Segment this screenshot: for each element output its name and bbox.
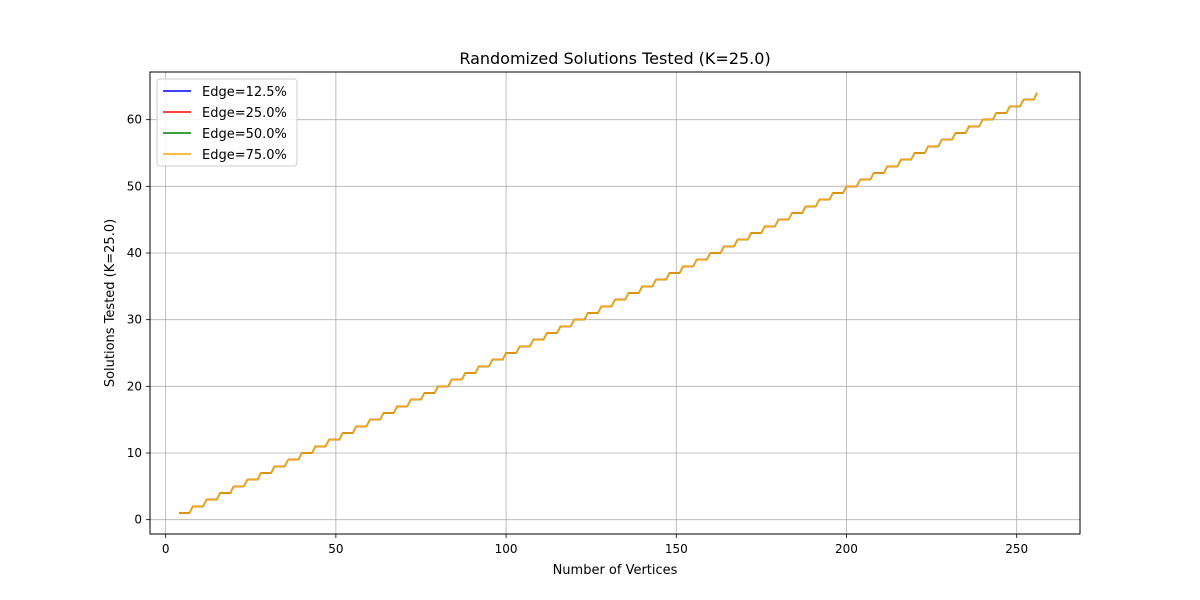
y-tick-label: 30: [127, 313, 142, 327]
plot-frame: [149, 71, 1081, 535]
chart-title: Randomized Solutions Tested (K=25.0): [459, 49, 770, 68]
series-lines: [179, 92, 1038, 514]
legend-box: [156, 78, 298, 167]
legend-label: Edge=25.0%: [202, 106, 287, 121]
y-tick-label: 10: [127, 446, 142, 460]
legend-label: Edge=12.5%: [202, 85, 287, 100]
x-tick-label: 50: [328, 542, 343, 556]
y-tick-label: 40: [127, 246, 142, 260]
legend: Edge=12.5% Edge=25.0% Edge=50.0% Edge=75.0%: [156, 78, 298, 167]
x-tick-label: 0: [162, 542, 170, 556]
y-tick-label: 0: [134, 513, 142, 527]
y-tick-label: 20: [127, 379, 142, 393]
x-tick-label: 200: [835, 542, 858, 556]
x-ticks: 0 50 100 150 200 250: [162, 534, 1028, 556]
y-tick-label: 50: [127, 179, 142, 193]
series-line-4: [179, 92, 1038, 514]
legend-label: Edge=75.0%: [202, 148, 287, 163]
y-tick-label: 60: [127, 113, 142, 127]
x-tick-label: 100: [495, 542, 518, 556]
y-axis-label: Solutions Tested (K=25.0): [103, 219, 118, 387]
y-ticks: 0 10 20 30 40 50 60: [127, 113, 150, 527]
x-tick-label: 150: [665, 542, 688, 556]
legend-label: Edge=50.0%: [202, 127, 287, 142]
x-tick-label: 250: [1005, 542, 1028, 556]
x-axis-label: Number of Vertices: [553, 563, 678, 578]
